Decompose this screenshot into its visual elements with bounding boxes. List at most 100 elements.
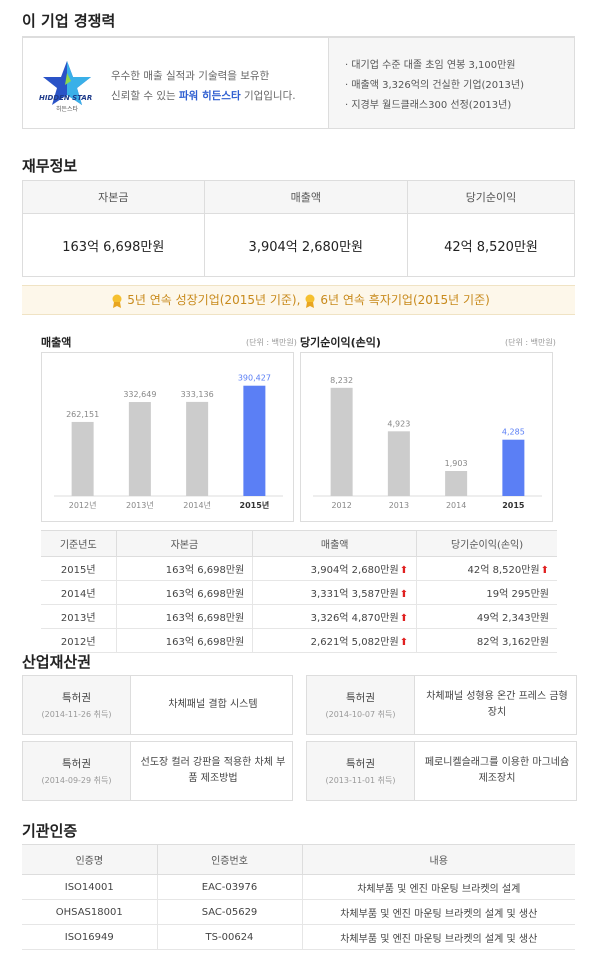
certification-table: 인증명 인증번호 내용 ISO14001 EAC-03976 차체부품 및 엔진 마… (22, 844, 575, 950)
table-header: 내용 (301, 844, 575, 875)
bar-value-label: 390,427 (238, 374, 271, 383)
profit-chart-svg: 8,232 2012 4,923 2013 1,903 2014 4,285 2015 (313, 376, 542, 510)
point-item: · 대기업 수준 대졸 초임 연봉 3,100만원 (345, 60, 516, 71)
patent-meta: 특허권 (2014-09-29 취득) (23, 742, 131, 800)
revenue-value: 3,904억 2,680만원 (203, 213, 408, 277)
year-cell-text: 2013년 (60, 613, 96, 624)
x-tick-label: 2014년 (183, 500, 211, 510)
point-item: · 지경부 월드클래스300 선정(2013년) (345, 100, 512, 111)
up-arrow-icon: ⬆ (399, 565, 409, 576)
patent-date: (2013-11-01 취득) (325, 776, 396, 785)
revenue-cell-text: 3,326억 4,870만원 (310, 613, 399, 624)
patent-name: 차체패널 성형용 온간 프레스 금형장치 (426, 691, 568, 718)
finance-header: 자본금 (22, 180, 205, 214)
logo-subtext: 히든스타 (56, 106, 79, 113)
table-row: 2015년 163억 6,698만원 3,904억 2,680만원⬆ 42억 8,52… (41, 556, 557, 581)
capital-cell-text: 163억 6,698만원 (165, 565, 245, 576)
description-text: 신뢰할 수 있는 (111, 90, 179, 102)
chart-bar (128, 402, 151, 496)
profit-cell-text: 82억 3,162만원 (476, 637, 549, 648)
competitiveness-points: · 대기업 수준 대졸 초임 연봉 3,100만원 · 매출액 3,326억의 … (328, 38, 574, 128)
point-item: · 매출액 3,326억의 건실한 기업(2013년) (345, 80, 524, 91)
patent-card: 특허권 (2014-11-26 취득) 차체패널 결합 시스템 (22, 675, 293, 735)
profit-cell: 82억 3,162만원 (416, 628, 557, 653)
x-tick-label: 2015년 (240, 500, 270, 510)
bar-value-label: 1,903 (445, 459, 468, 468)
patent-type: 특허권 (346, 692, 375, 704)
cert-number: TS-00624 (156, 924, 302, 950)
patent-name: 선도장 컬러 강판을 적용한 차체 부품 제조방법 (140, 757, 286, 784)
chart-bar (71, 421, 94, 496)
chart-bar (330, 387, 353, 496)
bar-value-label: 8,232 (330, 376, 353, 385)
profit-cell: 42억 8,520만원⬆ (416, 556, 557, 581)
finance-header: 당기순이익 (406, 180, 576, 214)
capital-cell-text: 163억 6,698만원 (165, 613, 245, 624)
divider (22, 36, 575, 37)
cert-content: 차체부품 및 엔진 마운팅 브라켓의 설계 및 생산 (301, 924, 575, 950)
x-tick-label: 2012 (331, 501, 351, 510)
patents-title: 산업재산권 (22, 653, 92, 671)
certs-title: 기관인증 (22, 822, 78, 840)
highlight-text: 파워 히든스타 (178, 90, 241, 102)
table-header: 자본금 (115, 530, 253, 557)
profit-value: 42억 8,520만원 (406, 213, 576, 277)
patent-meta: 특허권 (2014-10-07 취득) (307, 676, 415, 734)
table-header: 매출액 (252, 530, 417, 557)
competitiveness-description: 우수한 매출 실적과 기술력을 보유한 신뢰할 수 있는 파워 히든스타 기업입… (111, 66, 296, 106)
cert-name: OHSAS18001 (22, 899, 157, 925)
cert-name: ISO16949 (22, 924, 157, 950)
revenue-cell: 3,904억 2,680만원⬆ (252, 556, 417, 581)
description-text: 기업입니다. (240, 90, 296, 102)
profit-chart-title: 당기순이익(손익) (300, 336, 381, 349)
growth-ribbon: 5년 연속 성장기업(2015년 기준), 6년 연속 흑자기업(2015년 기준… (22, 285, 575, 315)
bar-value-label: 333,136 (181, 390, 214, 399)
chart-bar (445, 470, 468, 496)
cert-number: SAC-05629 (156, 899, 302, 925)
capital-cell: 163억 6,698만원 (115, 628, 253, 653)
competitiveness-title: 이 기업 경쟁력 (22, 12, 116, 30)
year-cell: 2015년 (41, 556, 116, 581)
finance-header: 매출액 (203, 180, 408, 214)
patent-date: (2014-09-29 취득) (41, 776, 112, 785)
patent-type: 특허권 (346, 758, 375, 770)
capital-cell: 163억 6,698만원 (115, 580, 253, 605)
description-line: 신뢰할 수 있는 파워 히든스타 기업입니다. (111, 86, 296, 106)
capital-value: 163억 6,698만원 (22, 213, 205, 277)
revenue-cell-text: 3,904억 2,680만원 (310, 565, 399, 576)
cert-name: ISO14001 (22, 874, 157, 900)
ribbon-text: 6년 연속 흑자기업(2015년 기준) (320, 293, 490, 307)
patent-type: 특허권 (62, 758, 91, 770)
year-cell-text: 2012년 (60, 637, 96, 648)
revenue-cell: 3,331억 3,587만원⬆ (252, 580, 417, 605)
chart-bar (186, 401, 209, 496)
bar-value-label: 332,649 (123, 390, 156, 399)
patent-card: 특허권 (2013-11-01 취득) 페로니켈슬래그를 이용한 마그네슘 제조… (306, 741, 577, 801)
table-row: OHSAS18001 SAC-05629 차체부품 및 엔진 마운팅 브라켓의 설계… (22, 899, 575, 925)
profit-cell-text: 19억 295만원 (486, 589, 549, 600)
patent-card: 특허권 (2014-09-29 취득) 선도장 컬러 강판을 적용한 차체 부품… (22, 741, 293, 801)
finance-summary-table: 자본금 매출액 당기순이익 163억 6,698만원 3,904억 2,680만… (22, 180, 576, 277)
table-header: 당기순이익(손익) (416, 530, 557, 557)
table-row: 2013년 163억 6,698만원 3,326억 4,870만원⬆ 49억 2,34… (41, 604, 557, 629)
revenue-chart: 262,151 2012년 332,649 2013년 333,136 2014년 390,… (41, 352, 294, 522)
x-tick-label: 2013 (389, 501, 409, 510)
up-arrow-icon: ⬆ (399, 589, 409, 600)
capital-cell-text: 163억 6,698만원 (165, 589, 245, 600)
finance-title: 재무정보 (22, 157, 78, 175)
medal-icon (305, 294, 315, 308)
profit-chart: 8,232 2012 4,923 2013 1,903 2014 4,285 2015 (300, 352, 553, 522)
bar-value-label: 4,285 (502, 428, 525, 437)
cert-content: 차체부품 및 엔진 마운팅 브라켓의 설계 및 생산 (301, 899, 575, 925)
table-header: 인증번호 (156, 844, 302, 875)
revenue-cell-text: 2,621억 5,082만원 (310, 637, 399, 648)
revenue-chart-svg: 262,151 2012년 332,649 2013년 333,136 2014년 390,… (54, 374, 283, 510)
table-header: 인증명 (22, 844, 157, 875)
revenue-cell: 2,621억 5,082만원⬆ (252, 628, 417, 653)
capital-cell-text: 163억 6,698만원 (165, 637, 245, 648)
year-cell-text: 2014년 (60, 589, 96, 600)
chart-bar (387, 431, 410, 496)
year-cell-text: 2015년 (60, 565, 96, 576)
x-tick-label: 2014 (446, 501, 466, 510)
